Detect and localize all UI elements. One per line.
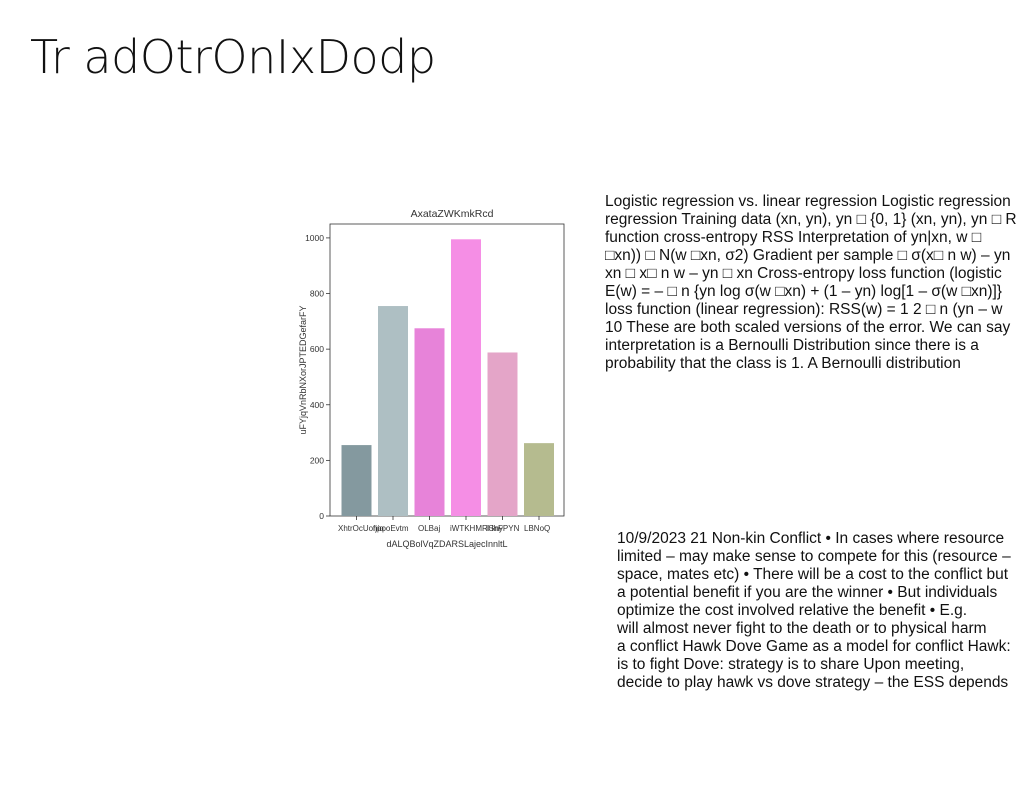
y-tick-label: 800	[310, 289, 324, 299]
x-tick-label: OLBaj	[418, 524, 440, 533]
bar-3	[451, 239, 481, 517]
y-tick-label: 200	[310, 455, 324, 465]
bar-5	[524, 443, 554, 516]
bar-chart: AxataZWKmkRcd 0 200 400 600 800 1000 XhtrOcUo…	[296, 200, 576, 560]
text-block-regression: Logistic regression vs. linear regressio…	[605, 193, 1017, 372]
x-tick-label: LBNoQ	[524, 524, 550, 533]
x-tick-label: IGnyPYN	[486, 524, 520, 533]
bars	[341, 239, 554, 517]
y-tick-label: 0	[319, 511, 324, 521]
x-tick-label: fjpooEvtm	[373, 524, 409, 533]
y-tick-label: 1000	[305, 233, 324, 243]
bar-chart-svg: AxataZWKmkRcd 0 200 400 600 800 1000 XhtrOcUo…	[298, 208, 565, 549]
bar-4	[487, 352, 518, 516]
y-axis: 0 200 400 600 800 1000	[305, 233, 330, 521]
slide-title: Tr adOtrOnIxDodp	[30, 30, 436, 84]
x-tick-label: XhtrOcUoniq	[338, 524, 384, 533]
y-tick-label: 600	[310, 344, 324, 354]
y-axis-label: uFYjqVnRbNXorJPTEDGefarFY	[298, 305, 308, 434]
bar-0	[341, 445, 372, 516]
y-tick-label: 400	[310, 400, 324, 410]
x-tick-label: iWTKHMRHhF	[450, 524, 503, 533]
plot-frame	[329, 223, 565, 517]
text-block-conflict: 10/9/2023 21 Non-kin Conflict • In cases…	[617, 530, 1011, 691]
chart-title: AxataZWKmkRcd	[411, 208, 494, 220]
bar-1	[378, 306, 408, 516]
x-axis-label: dALQBolVqZDARSLajecInnltL	[386, 539, 507, 549]
bar-2	[414, 328, 445, 516]
